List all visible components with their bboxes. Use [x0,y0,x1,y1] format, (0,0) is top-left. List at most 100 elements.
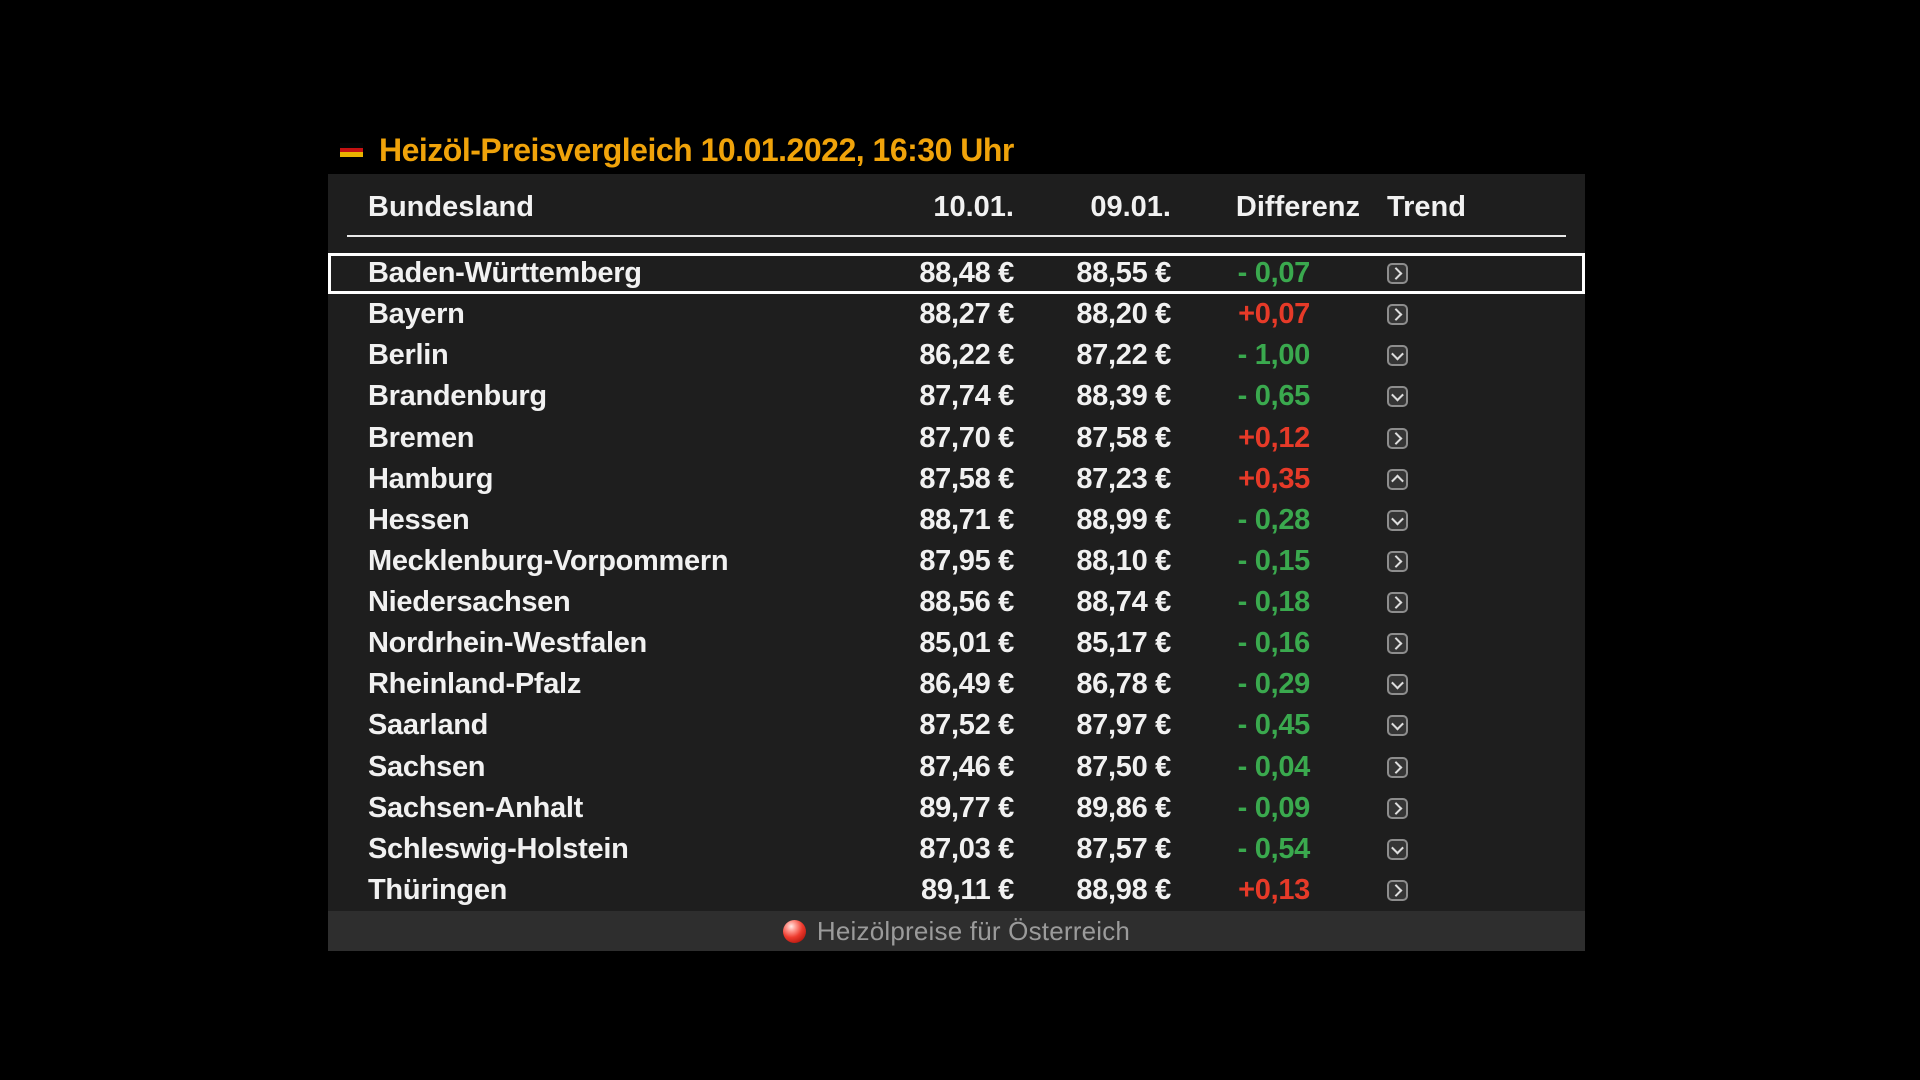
difference-value: +0,13 [1238,873,1310,906]
chevron-up-icon [1391,474,1404,487]
chevron-down-icon [1391,348,1404,361]
difference-value: - 0,15 [1237,544,1311,577]
trend-cell [1310,427,1585,449]
trend-down-button[interactable] [1387,674,1408,696]
price-yesterday: 88,98 € [1076,873,1171,906]
price-yesterday: 87,97 € [1076,709,1171,742]
chevron-right-icon [1389,267,1403,280]
state-name: Mecklenburg-Vorpommern [368,544,729,577]
difference-value: - 0,09 [1237,791,1311,824]
price-today: 87,70 € [919,421,1014,454]
trend-right-button[interactable] [1387,550,1408,572]
price-today: 88,71 € [919,503,1014,536]
table-row[interactable]: Bayern 88,27 € 88,20 € +0,07 [328,294,1585,335]
trend-down-button[interactable] [1387,386,1408,408]
column-header-today: 10.01. [933,191,1014,223]
trend-cell [1310,797,1585,819]
table-row[interactable]: Sachsen-Anhalt 89,77 € 89,86 € - 0,09 [328,788,1585,829]
trend-up-button[interactable] [1387,468,1408,490]
price-yesterday: 88,55 € [1076,257,1171,290]
chevron-right-icon [1389,760,1403,774]
trend-cell [1310,386,1585,408]
trend-cell [1310,592,1585,614]
price-today: 86,49 € [919,668,1014,701]
state-name: Niedersachsen [368,586,571,619]
price-today: 87,03 € [919,832,1014,865]
table-row[interactable]: Saarland 87,52 € 87,97 € - 0,45 [328,705,1585,746]
table-row[interactable]: Bremen 87,70 € 87,58 € +0,12 [328,418,1585,459]
chevron-right-icon [1389,308,1403,322]
price-today: 87,95 € [919,544,1014,577]
trend-right-button[interactable] [1387,879,1408,901]
table-row[interactable]: Niedersachsen 88,56 € 88,74 € - 0,18 [328,582,1585,623]
trend-right-button[interactable] [1387,263,1408,285]
difference-value: +0,12 [1238,421,1310,454]
table-row[interactable]: Berlin 86,22 € 87,22 € - 1,00 [328,335,1585,376]
table-row[interactable]: Brandenburg 87,74 € 88,39 € - 0,65 [328,376,1585,417]
table-row[interactable]: Hessen 88,71 € 88,99 € - 0,28 [328,500,1585,541]
price-yesterday: 88,10 € [1076,544,1171,577]
table-row[interactable]: Schleswig-Holstein 87,03 € 87,57 € - 0,54 [328,829,1585,870]
column-header-yesterday: 09.01. [1090,191,1171,223]
trend-down-button[interactable] [1387,715,1408,737]
trend-right-button[interactable] [1387,797,1408,819]
title-bar: Heizöl-Preisvergleich 10.01.2022, 16:30 … [340,128,1014,172]
table-row[interactable]: Sachsen 87,46 € 87,50 € - 0,04 [328,747,1585,788]
trend-down-button[interactable] [1387,345,1408,367]
table-row[interactable]: Mecklenburg-Vorpommern 87,95 € 88,10 € - 0,… [328,541,1585,582]
column-header-differenz: Differenz [1235,191,1360,223]
red-sphere-icon [782,919,806,943]
table-row[interactable]: Rheinland-Pfalz 86,49 € 86,78 € - 0,29 [328,664,1585,705]
price-yesterday: 87,57 € [1076,832,1171,865]
column-header-bundesland: Bundesland [368,191,534,223]
trend-cell [1310,345,1585,367]
price-today: 87,74 € [919,380,1014,413]
footer-bar: Heizölpreise für Österreich [328,911,1585,951]
trend-right-button[interactable] [1387,756,1408,778]
trend-right-button[interactable] [1387,427,1408,449]
price-yesterday: 88,39 € [1076,380,1171,413]
state-name: Rheinland-Pfalz [368,668,582,701]
price-today: 87,46 € [919,750,1014,783]
trend-cell [1310,715,1585,737]
table-row[interactable]: Nordrhein-Westfalen 85,01 € 85,17 € - 0,16 [328,623,1585,664]
price-today: 88,27 € [919,298,1014,331]
footer-link-label[interactable]: Heizölpreise für Österreich [816,915,1131,946]
price-today: 89,77 € [919,791,1014,824]
price-yesterday: 87,22 € [1076,339,1171,372]
chevron-right-icon [1389,555,1403,568]
table-row[interactable]: Baden-Württemberg 88,48 € 88,55 € - 0,07 [328,253,1585,294]
table-header-row: Bundesland 10.01. 09.01. Differenz Trend [328,174,1585,235]
trend-cell [1310,879,1585,901]
trend-cell [1310,674,1585,696]
difference-value: +0,07 [1238,298,1310,331]
price-yesterday: 88,99 € [1076,503,1171,536]
trend-right-button[interactable] [1387,304,1408,326]
price-today: 86,22 € [919,339,1014,372]
trend-down-button[interactable] [1387,509,1408,531]
difference-value: - 0,28 [1237,503,1311,536]
chevron-right-icon [1389,596,1403,609]
difference-value: +0,35 [1238,462,1310,495]
price-table-panel: Bundesland 10.01. 09.01. Differenz Trend… [328,174,1585,951]
trend-right-button[interactable] [1387,633,1408,655]
table-row[interactable]: Thüringen 89,11 € 88,98 € +0,13 [328,870,1585,911]
table-row[interactable]: Hamburg 87,58 € 87,23 € +0,35 [328,459,1585,500]
chevron-right-icon [1389,801,1403,815]
price-yesterday: 87,50 € [1076,750,1171,783]
trend-down-button[interactable] [1387,838,1408,860]
state-name: Bayern [368,298,465,331]
difference-value: - 1,00 [1237,339,1311,372]
chevron-down-icon [1391,677,1404,690]
state-name: Schleswig-Holstein [368,832,629,865]
price-today: 85,01 € [919,627,1014,660]
trend-right-button[interactable] [1387,592,1408,614]
price-yesterday: 87,58 € [1076,421,1171,454]
price-yesterday: 88,74 € [1076,586,1171,619]
difference-value: - 0,54 [1237,832,1311,865]
chevron-down-icon [1391,389,1404,402]
price-today: 87,58 € [919,462,1014,495]
state-name: Sachsen [368,750,486,783]
price-today: 87,52 € [919,709,1014,742]
